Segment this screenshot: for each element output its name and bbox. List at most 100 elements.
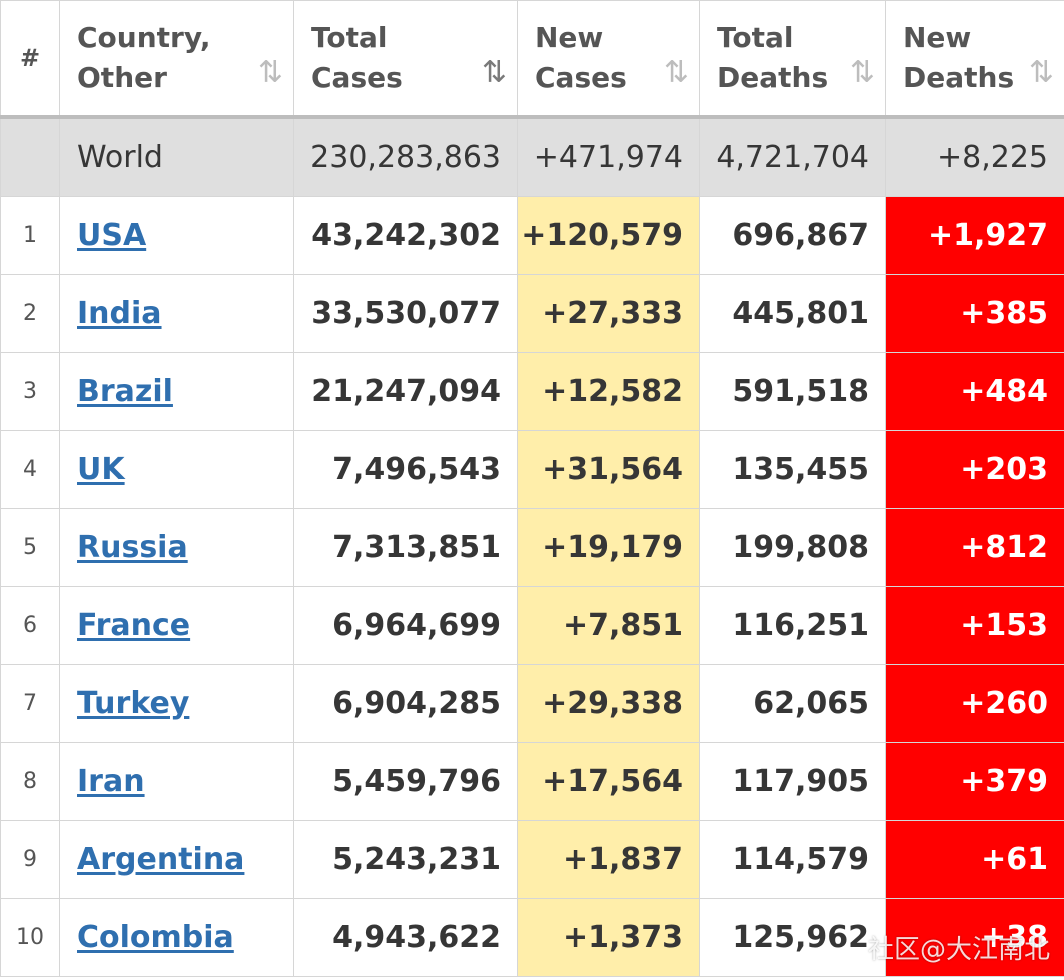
country-cell: Turkey [59, 664, 294, 743]
total-cases-cell: 7,496,543 [293, 430, 518, 509]
total-deaths-cell: 114,579 [699, 820, 886, 899]
country-cell: India [59, 274, 294, 353]
new-deaths-cell: +260 [885, 664, 1064, 743]
sort-desc-icon[interactable]: ⇅ [481, 54, 507, 90]
header-rank: # [0, 0, 60, 119]
world-total-row: World 230,283,863 +471,974 4,721,704 +8,… [0, 114, 1064, 197]
table-row: 5 Russia 7,313,851 +19,179 199,808 +812 [0, 508, 1064, 587]
country-link[interactable]: India [77, 296, 162, 331]
rank-cell: 6 [0, 586, 60, 665]
world-total-cases-cell: 230,283,863 [293, 114, 518, 197]
total-deaths-cell: 199,808 [699, 508, 886, 587]
header-total-deaths-line2: Deaths [717, 60, 829, 94]
total-cases-cell: 21,247,094 [293, 352, 518, 431]
rank-cell: 3 [0, 352, 60, 431]
rank-cell: 10 [0, 898, 60, 977]
country-link[interactable]: USA [77, 218, 147, 253]
country-cell: Argentina [59, 820, 294, 899]
world-total-deaths-cell: 4,721,704 [699, 114, 886, 197]
new-deaths-cell: +61 [885, 820, 1064, 899]
new-deaths-cell: +484 [885, 352, 1064, 431]
country-cell: Brazil [59, 352, 294, 431]
header-new-cases[interactable]: New Cases ⇅ [517, 0, 700, 119]
header-total-deaths-line1: Total [717, 20, 794, 54]
country-link[interactable]: Iran [77, 764, 145, 799]
new-cases-cell: +120,579 [517, 196, 700, 275]
country-cell: Iran [59, 742, 294, 821]
header-rank-label: # [19, 43, 41, 72]
world-rank-cell [0, 114, 60, 197]
new-cases-cell: +12,582 [517, 352, 700, 431]
header-total-cases-line2: Cases [311, 60, 403, 94]
total-deaths-cell: 117,905 [699, 742, 886, 821]
total-deaths-cell: 591,518 [699, 352, 886, 431]
total-deaths-cell: 696,867 [699, 196, 886, 275]
total-cases-cell: 6,904,285 [293, 664, 518, 743]
total-deaths-cell: 62,065 [699, 664, 886, 743]
new-cases-cell: +1,837 [517, 820, 700, 899]
header-new-deaths-line2: Deaths [903, 60, 1015, 94]
country-cell: France [59, 586, 294, 665]
table-row: 4 UK 7,496,543 +31,564 135,455 +203 [0, 430, 1064, 509]
header-total-cases[interactable]: Total Cases ⇅ [293, 0, 518, 119]
header-new-deaths-line1: New [903, 20, 972, 54]
country-cell: Colombia [59, 898, 294, 977]
header-new-cases-line2: Cases [535, 60, 627, 94]
new-cases-cell: +1,373 [517, 898, 700, 977]
new-deaths-cell: +1,927 [885, 196, 1064, 275]
header-total-deaths[interactable]: Total Deaths ⇅ [699, 0, 886, 119]
new-deaths-cell: +203 [885, 430, 1064, 509]
total-cases-cell: 6,964,699 [293, 586, 518, 665]
country-cell: Russia [59, 508, 294, 587]
header-country-line2: Other [77, 60, 167, 94]
world-new-cases-cell: +471,974 [517, 114, 700, 197]
total-cases-cell: 33,530,077 [293, 274, 518, 353]
sort-icon[interactable]: ⇅ [257, 54, 283, 90]
sort-icon[interactable]: ⇅ [663, 54, 689, 90]
world-new-deaths-cell: +8,225 [885, 114, 1064, 197]
rank-cell: 1 [0, 196, 60, 275]
country-link[interactable]: France [77, 608, 191, 643]
country-link[interactable]: Argentina [77, 842, 245, 877]
total-cases-cell: 7,313,851 [293, 508, 518, 587]
new-cases-cell: +19,179 [517, 508, 700, 587]
total-cases-cell: 4,943,622 [293, 898, 518, 977]
rank-cell: 2 [0, 274, 60, 353]
sort-icon[interactable]: ⇅ [849, 54, 875, 90]
rank-cell: 5 [0, 508, 60, 587]
new-cases-cell: +29,338 [517, 664, 700, 743]
total-cases-cell: 5,459,796 [293, 742, 518, 821]
country-link[interactable]: Colombia [77, 920, 234, 955]
table-row: 1 USA 43,242,302 +120,579 696,867 +1,927 [0, 196, 1064, 275]
country-link[interactable]: Russia [77, 530, 188, 565]
header-new-deaths[interactable]: New Deaths ⇅ [885, 0, 1064, 119]
header-country-line1: Country, [77, 20, 211, 54]
world-country-cell: World [59, 114, 294, 197]
rank-cell: 9 [0, 820, 60, 899]
country-link[interactable]: Turkey [77, 686, 190, 721]
new-cases-cell: +27,333 [517, 274, 700, 353]
rank-cell: 4 [0, 430, 60, 509]
sort-icon[interactable]: ⇅ [1028, 54, 1054, 90]
new-deaths-cell: +379 [885, 742, 1064, 821]
table-row: 2 India 33,530,077 +27,333 445,801 +385 [0, 274, 1064, 353]
new-cases-cell: +17,564 [517, 742, 700, 821]
total-deaths-cell: 135,455 [699, 430, 886, 509]
country-link[interactable]: UK [77, 452, 125, 487]
table-row: 6 France 6,964,699 +7,851 116,251 +153 [0, 586, 1064, 665]
total-cases-cell: 5,243,231 [293, 820, 518, 899]
country-cell: USA [59, 196, 294, 275]
table-row: 9 Argentina 5,243,231 +1,837 114,579 +61 [0, 820, 1064, 899]
country-link[interactable]: Brazil [77, 374, 173, 409]
new-cases-cell: +7,851 [517, 586, 700, 665]
table-row: 3 Brazil 21,247,094 +12,582 591,518 +484 [0, 352, 1064, 431]
table-row: 10 Colombia 4,943,622 +1,373 125,962 +38 [0, 898, 1064, 977]
new-deaths-cell: +385 [885, 274, 1064, 353]
header-total-cases-line1: Total [311, 20, 388, 54]
header-country[interactable]: Country, Other ⇅ [59, 0, 294, 119]
total-deaths-cell: 125,962 [699, 898, 886, 977]
rank-cell: 7 [0, 664, 60, 743]
total-cases-cell: 43,242,302 [293, 196, 518, 275]
